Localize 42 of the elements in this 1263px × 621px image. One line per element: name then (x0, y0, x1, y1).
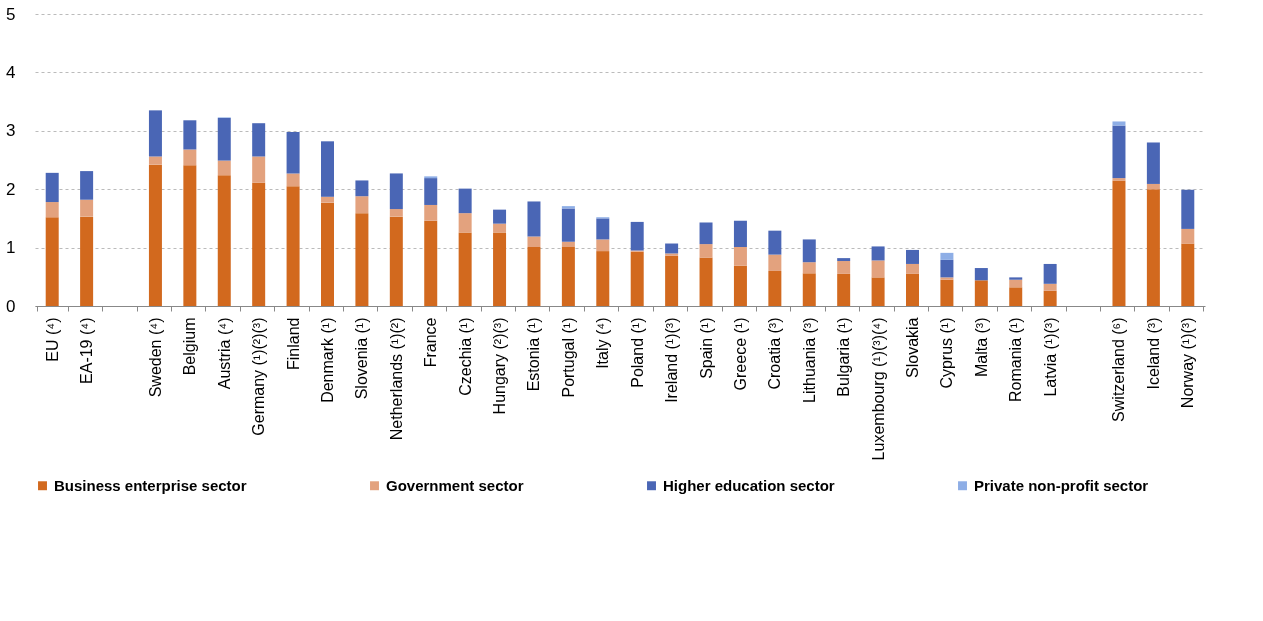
x-tick-label: Bulgaria (¹) (835, 317, 853, 397)
y-tick-label: 0 (6, 296, 16, 316)
legend-label: Government sector (386, 476, 524, 494)
x-tick-label: Romania (¹) (1007, 317, 1025, 402)
y-tick-label: 5 (6, 4, 16, 24)
x-tick-label: EU (⁴) (43, 317, 61, 362)
x-tick-label: Italy (⁴) (594, 317, 612, 369)
x-tick-label: Greece (¹) (731, 317, 749, 391)
x-tick-label: Hungary (²)(³) (491, 317, 509, 415)
y-tick-label: 4 (6, 62, 16, 82)
y-tick-label: 2 (6, 179, 16, 199)
x-tick-label: Portugal (¹) (559, 317, 577, 398)
legend-label: Higher education sector (663, 476, 835, 494)
x-tick-label: Croatia (³) (766, 317, 784, 390)
x-tick-label: Norway (¹)(³) (1179, 317, 1197, 409)
x-tick-label: Malta (³) (972, 317, 990, 378)
y-tick-label: 3 (6, 121, 16, 141)
x-tick-label: Sweden (⁴) (146, 317, 164, 398)
x-tick-label: Spain (¹) (697, 317, 715, 379)
x-tick-label: Czechia (¹) (456, 317, 474, 396)
x-tick-label: Slovenia (¹) (353, 317, 371, 400)
y-tick-label: 1 (6, 238, 16, 258)
x-tick-label: Iceland (³) (1144, 317, 1162, 390)
x-tick-label: Finland (284, 317, 302, 370)
x-tick-label: Denmark (¹) (319, 317, 336, 403)
x-tick-label: Belgium (181, 317, 199, 376)
x-tick-label: Estonia (¹) (525, 317, 543, 392)
x-tick-label: Switzerland (⁶) (1110, 317, 1128, 422)
x-tick-label: Ireland (¹)(³) (663, 317, 681, 403)
x-tick-label: EA-19 (⁴) (78, 317, 96, 384)
legend-label: Business enterprise sector (54, 476, 247, 494)
legend-label: Private non-profit sector (974, 476, 1149, 494)
x-tick-label: Netherlands (¹)(²) (387, 317, 405, 441)
x-tick-label: Luxembourg (¹)(³)(⁴) (869, 317, 887, 461)
x-tick-label: Poland (¹) (628, 317, 646, 388)
x-tick-label: Slovakia (904, 317, 921, 378)
x-tick-label: Germany (¹)(²)(³) (250, 317, 268, 436)
x-tick-label: Cyprus (¹) (938, 317, 956, 389)
x-tick-label: France (422, 317, 440, 368)
x-tick-label: Lithuania (³) (800, 317, 818, 403)
x-tick-label: Latvia (¹)(³) (1041, 317, 1059, 397)
x-tick-label: Austria (⁴) (215, 317, 233, 390)
